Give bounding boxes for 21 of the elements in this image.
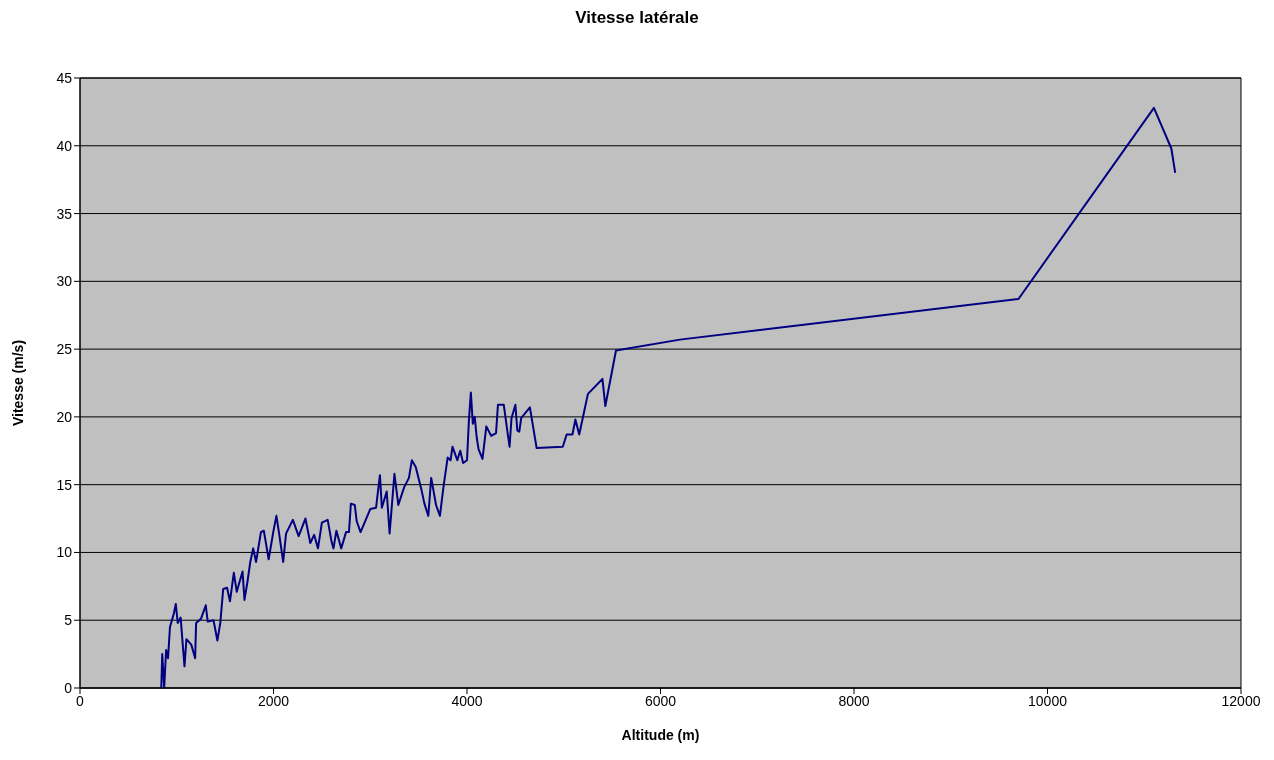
line-series bbox=[160, 106, 1177, 688]
y-tick-label: 45 bbox=[56, 69, 73, 86]
x-tick-label: 12000 bbox=[1221, 692, 1261, 709]
x-tick-label: 10000 bbox=[1028, 692, 1068, 709]
y-tick-label: 20 bbox=[56, 408, 73, 425]
y-axis-title: Vitesse (m/s) bbox=[9, 339, 26, 427]
y-tick-label: 5 bbox=[64, 612, 73, 629]
x-tick-label: 2000 bbox=[257, 692, 290, 709]
y-tick-label: 40 bbox=[56, 137, 73, 154]
y-tick-label: 0 bbox=[64, 679, 73, 696]
y-tick-label: 15 bbox=[56, 476, 73, 493]
chart-title: Vitesse latérale bbox=[574, 8, 700, 29]
x-axis-title: Altitude (m) bbox=[621, 727, 700, 743]
x-tick-label: 4000 bbox=[451, 692, 483, 709]
x-tick-label: 8000 bbox=[838, 692, 870, 709]
x-tick-label: 6000 bbox=[644, 692, 677, 709]
y-tick-label: 30 bbox=[56, 273, 73, 290]
y-tick-label: 10 bbox=[56, 544, 73, 561]
y-tick-label: 25 bbox=[56, 341, 73, 358]
y-tick-label: 35 bbox=[56, 205, 73, 222]
x-tick-label: 0 bbox=[76, 692, 85, 709]
